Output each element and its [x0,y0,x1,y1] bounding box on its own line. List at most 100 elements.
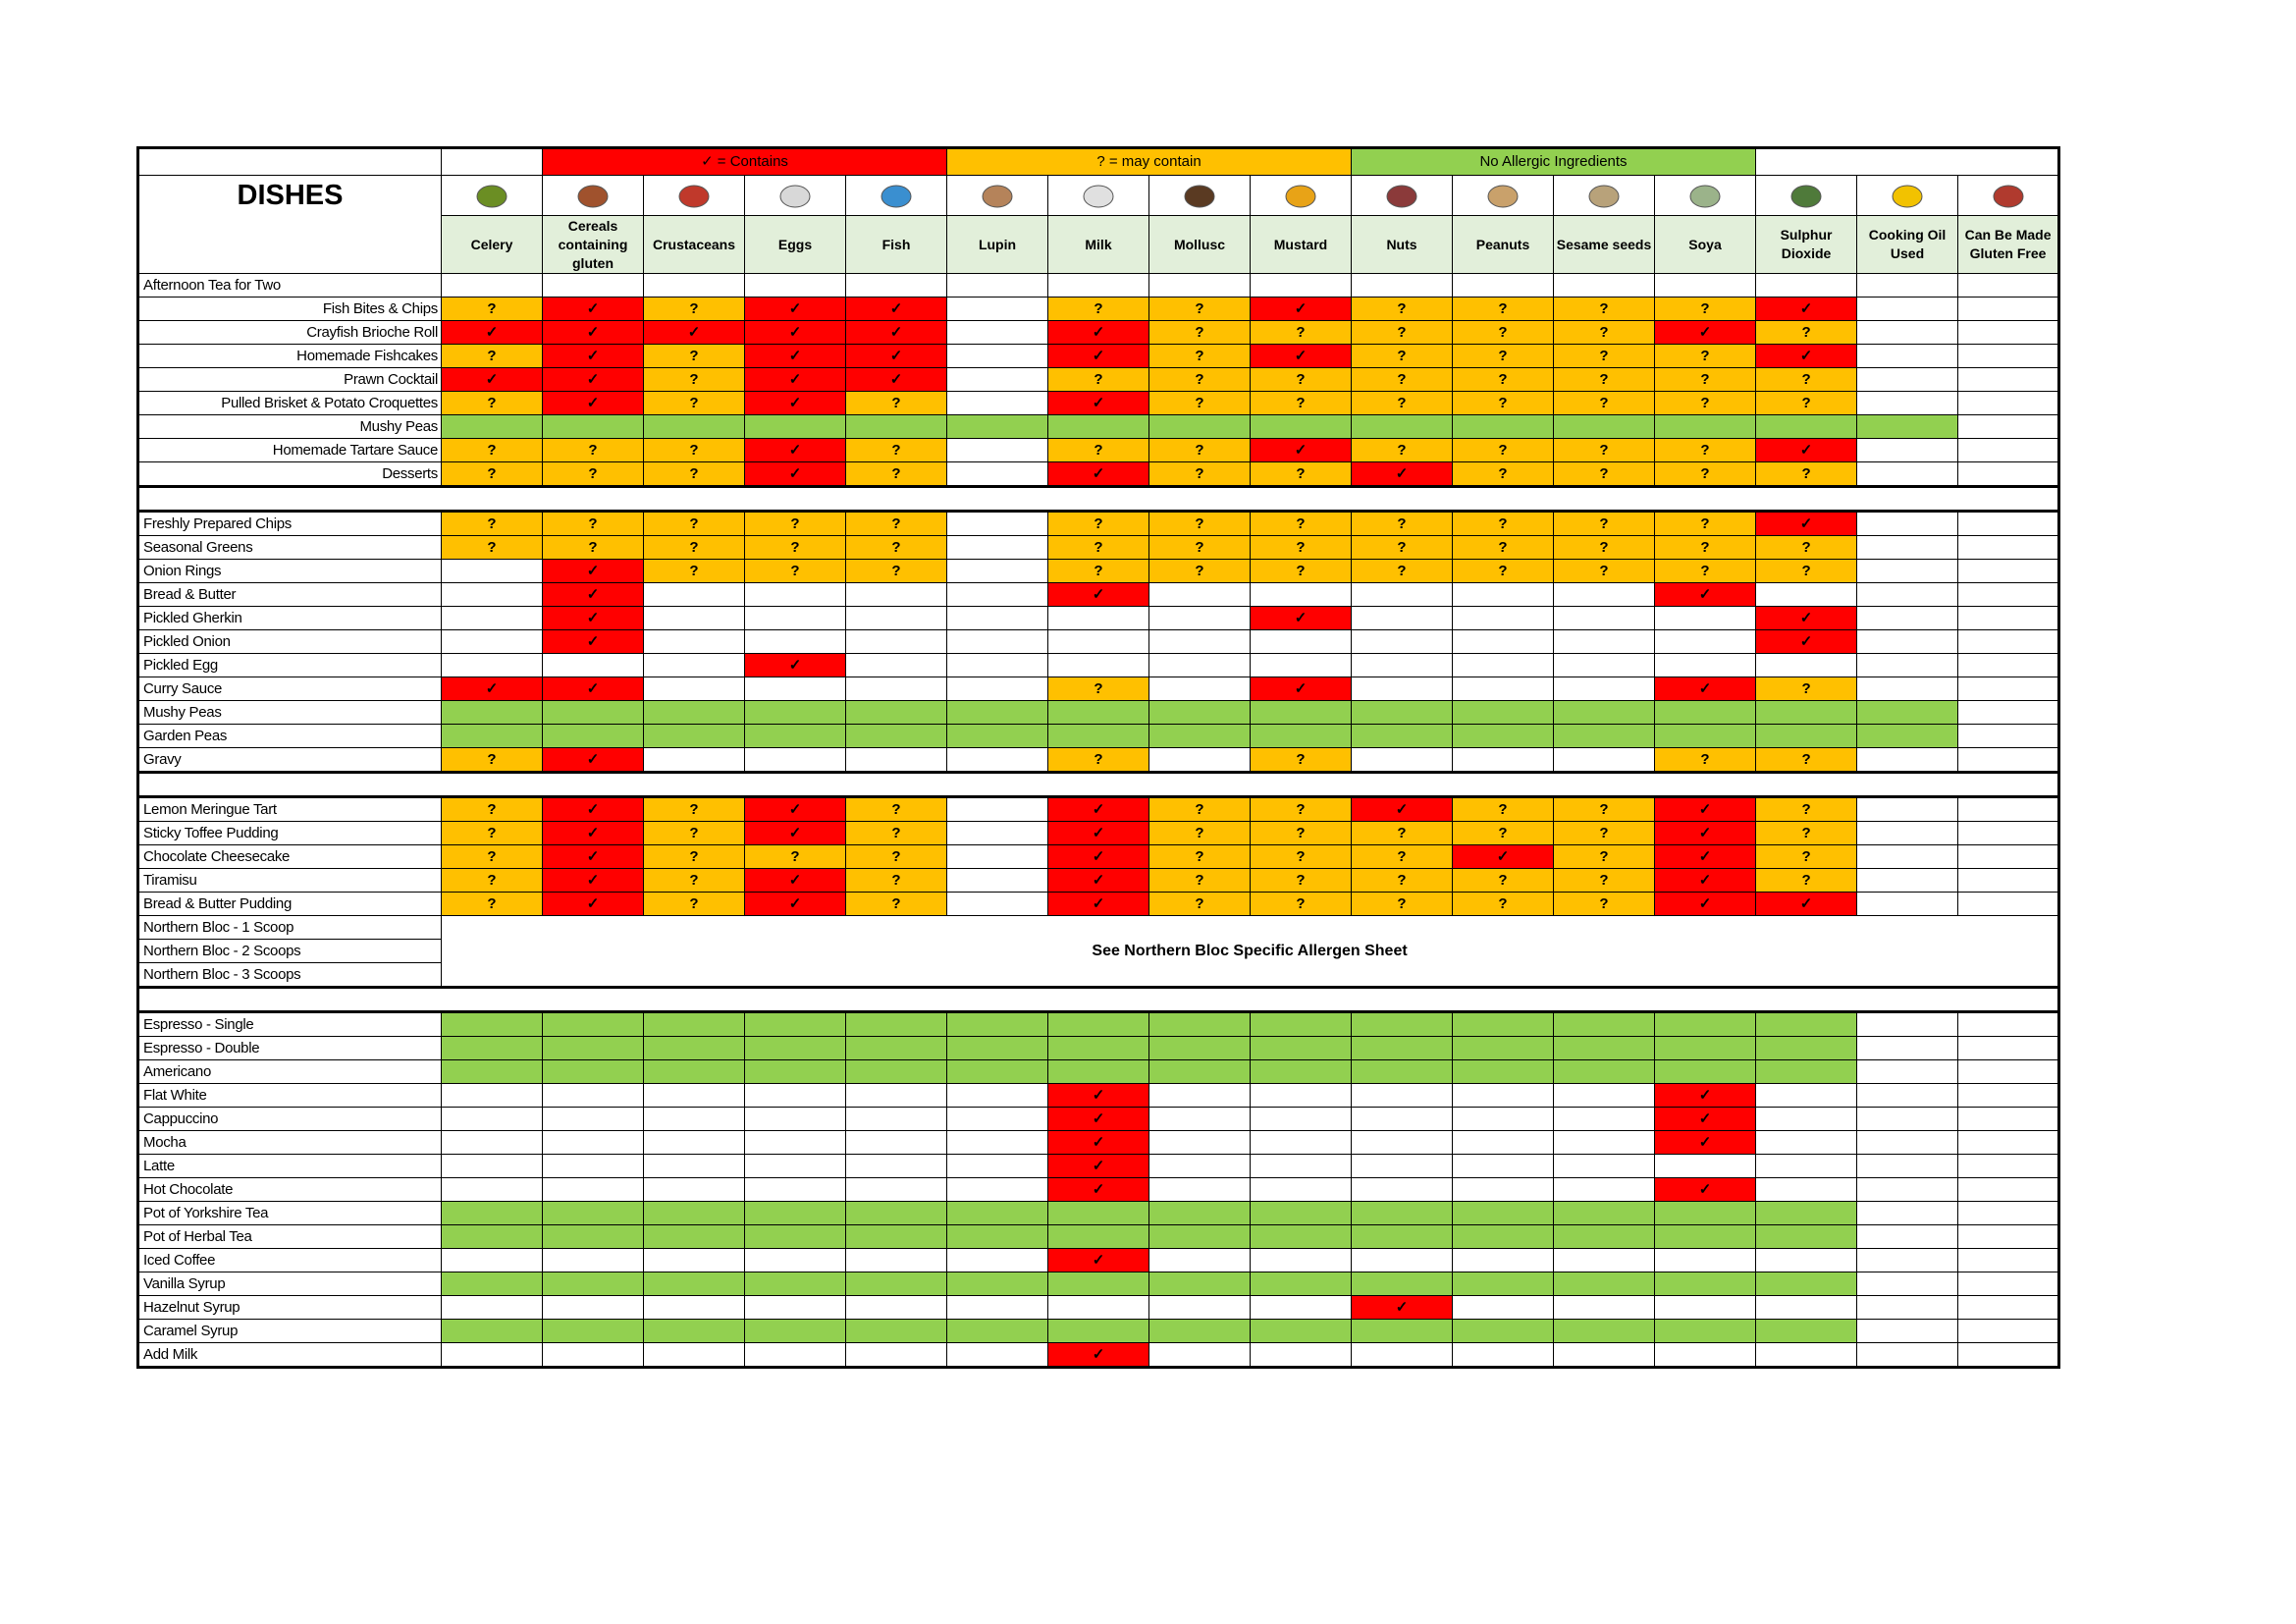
dish-row: Mocha ✓ ✓ [137,1130,2060,1155]
empty-cell [441,582,543,607]
empty-cell [1957,1154,2060,1178]
allergen-cell: ✓ [542,582,644,607]
dish-name: Pot of Yorkshire Tea [137,1201,442,1225]
no-allergen-cell [1755,700,1858,725]
no-allergen-cell [643,700,745,725]
allergen-cell: ? [1148,438,1251,462]
icon-shape [577,185,609,208]
no-allergen-cell [1452,1224,1554,1249]
no-allergen-cell [845,1319,947,1343]
no-allergen-cell [1047,1011,1149,1037]
empty-cell [1755,1083,1858,1108]
empty-cell [1452,747,1554,773]
empty-cell [1957,535,2060,560]
allergen-cell: ✓ [1653,1107,1757,1131]
no-allergen-cell [1755,1319,1858,1343]
icon-cell [542,175,644,216]
dish-row: Sticky Toffee Pudding? ✓? ✓? ✓????? ✓? [137,821,2060,845]
dish-row: Freshly Prepared Chips???????????? ✓ [137,511,2060,536]
empty-cell [1452,1177,1554,1202]
allergen-cell: ? [441,391,543,415]
allergen-cell: ? [643,868,745,893]
no-allergen-cell [1351,1201,1453,1225]
allergen-icon [881,185,912,208]
icon-cell [744,175,846,216]
icon-shape [1892,185,1923,208]
empty-cell [1553,273,1655,298]
dish-name: Chocolate Cheesecake [137,844,442,869]
empty-cell [946,796,1048,822]
empty-cell [1351,747,1453,773]
no-allergen-cell [946,1201,1048,1225]
empty-cell [1148,653,1251,677]
empty-cell [1957,1248,2060,1272]
allergen-cell: ✓ [1250,606,1352,630]
allergen-cell: ? [441,796,543,822]
allergen-cell: ? [643,344,745,368]
icon-cell [946,175,1048,216]
empty-cell [744,1177,846,1202]
no-allergen-cell [1250,700,1352,725]
empty-cell [441,273,543,298]
allergen-cell: ? [845,391,947,415]
dish-name: Vanilla Syrup [137,1272,442,1296]
empty-cell [1856,821,1959,845]
blank-cell [1755,147,2060,176]
allergen-cell: ? [1452,821,1554,845]
allergen-cell: ✓ [1653,1083,1757,1108]
empty-cell [1856,1177,1959,1202]
allergen-cell: ? [1351,844,1453,869]
no-allergen-cell [744,700,846,725]
allergen-cell: ? [1653,535,1757,560]
empty-cell [1452,606,1554,630]
allergen-cell: ? [1148,320,1251,345]
icon-shape [1993,185,2024,208]
no-allergen-cell [1755,1059,1858,1084]
dish-row: Crayfish Brioche Roll ✓ ✓ ✓ ✓ ✓ ✓????? ✓? [137,320,2060,345]
dish-name: Mushy Peas [137,700,442,725]
empty-cell [1856,535,1959,560]
empty-cell [1856,511,1959,536]
empty-cell [1250,1083,1352,1108]
no-allergen-cell [1148,700,1251,725]
empty-cell [1452,1130,1554,1155]
empty-cell [1250,629,1352,654]
allergen-cell: ? [1452,796,1554,822]
allergen-cell: ✓ [542,559,644,583]
allergen-cell: ✓ [744,868,846,893]
dish-name: Espresso - Single [137,1011,442,1037]
dish-name: Hot Chocolate [137,1177,442,1202]
icon-shape [1790,185,1822,208]
icon-cell [1755,175,1858,216]
allergen-cell: ✓ [845,367,947,392]
empty-cell [1250,1248,1352,1272]
empty-cell [744,1295,846,1320]
no-allergen-cell [946,1011,1048,1037]
allergen-cell: ✓ [1047,892,1149,916]
empty-cell [1957,1295,2060,1320]
empty-cell [441,1107,543,1131]
empty-cell [1148,1154,1251,1178]
allergen-cell: ? [1351,367,1453,392]
column-header: Peanuts [1452,215,1554,274]
empty-cell [845,653,947,677]
allergen-cell: ? [643,461,745,487]
empty-cell [1148,1083,1251,1108]
empty-cell [1351,677,1453,701]
no-allergen-cell [1250,1059,1352,1084]
dish-name: Curry Sauce [137,677,442,701]
empty-cell [1856,629,1959,654]
no-allergen-cell [1047,1059,1149,1084]
no-allergen-cell [1653,1011,1757,1037]
dish-row: Desserts??? ✓? ✓?? ✓???? [137,461,2060,487]
allergen-cell: ? [1351,344,1453,368]
empty-cell [1856,559,1959,583]
empty-cell [1351,1083,1453,1108]
allergen-cell: ? [1553,892,1655,916]
allergen-cell: ✓ [542,747,644,773]
dish-row: Curry Sauce ✓ ✓? ✓ ✓? [137,677,2060,701]
no-allergen-cell [542,1059,644,1084]
empty-cell [1856,653,1959,677]
no-allergen-cell [1553,724,1655,748]
allergen-cell: ? [1047,535,1149,560]
